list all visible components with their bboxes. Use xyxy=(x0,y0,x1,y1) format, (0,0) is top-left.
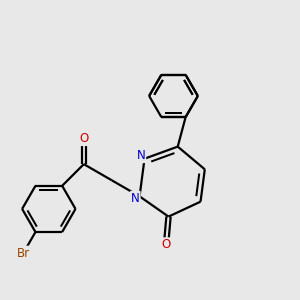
Text: O: O xyxy=(79,132,88,145)
Text: N: N xyxy=(131,192,140,205)
Text: O: O xyxy=(161,238,171,251)
Text: Br: Br xyxy=(17,247,30,260)
Text: N: N xyxy=(136,149,145,162)
